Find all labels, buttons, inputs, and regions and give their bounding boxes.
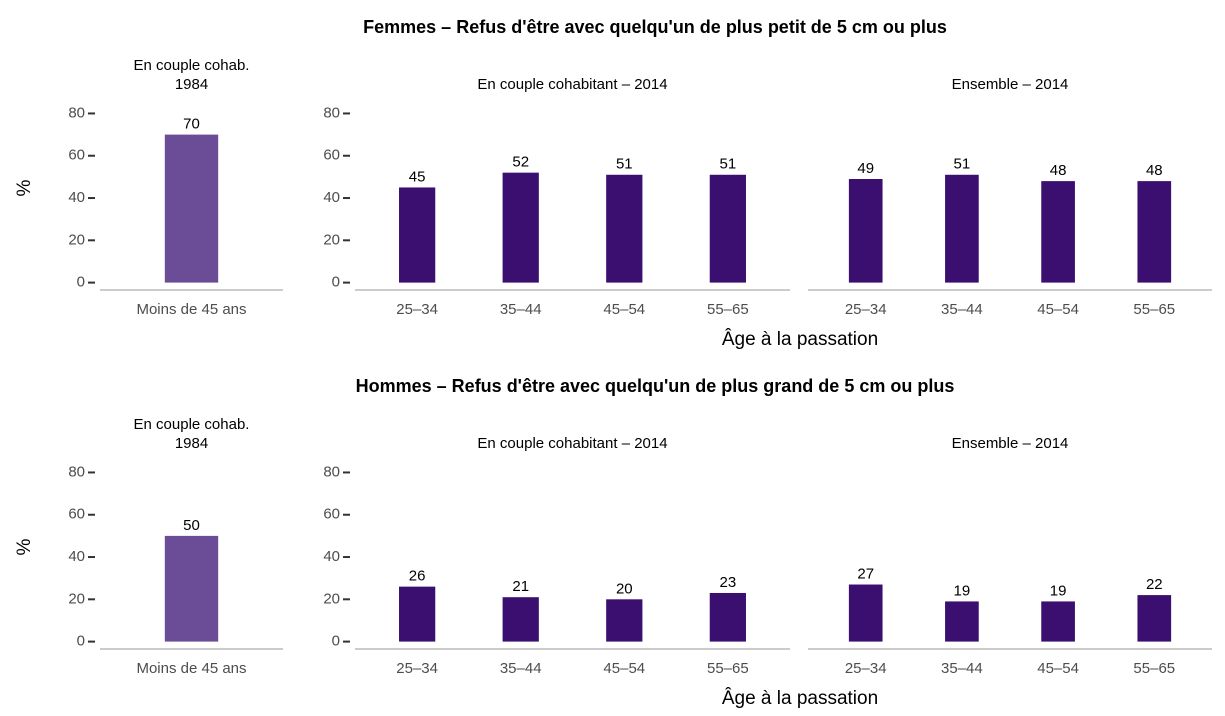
value-label: 50 — [183, 517, 200, 534]
x-tick-label: 25–34 — [396, 301, 438, 318]
x-tick-label: 45–54 — [1037, 660, 1079, 677]
bar — [709, 592, 746, 642]
value-label: 49 — [857, 160, 874, 177]
bar — [1137, 181, 1172, 283]
x-tick-label: 35–44 — [500, 301, 542, 318]
value-label: 70 — [183, 116, 200, 133]
value-label: 51 — [616, 156, 633, 173]
value-label: 27 — [857, 565, 874, 582]
y-tick-label: 20 — [323, 590, 340, 607]
value-label: 20 — [616, 580, 633, 597]
value-label: 21 — [512, 578, 529, 595]
bar — [1041, 601, 1075, 642]
x-axis-label: Âge à la passation — [722, 328, 878, 350]
x-tick-label: 55–65 — [1133, 301, 1175, 318]
y-tick-label: 40 — [323, 548, 340, 565]
bar — [399, 187, 436, 283]
x-tick-label: Moins de 45 ans — [136, 301, 246, 318]
value-label: 19 — [1050, 582, 1067, 599]
value-label: 22 — [1146, 576, 1163, 593]
bar — [502, 172, 539, 283]
panel-title: En couple cohabitant – 2014 — [477, 435, 667, 452]
panel-title: Ensemble – 2014 — [952, 76, 1069, 93]
x-tick-label: Moins de 45 ans — [136, 660, 246, 677]
y-tick-label: 20 — [323, 231, 340, 248]
bar — [945, 174, 979, 283]
y-axis-label: % — [14, 179, 35, 196]
y-tick-label: 80 — [68, 104, 85, 121]
y-tick-label: 60 — [68, 506, 85, 523]
y-tick-label: 0 — [332, 274, 340, 291]
y-tick-label: 40 — [323, 189, 340, 206]
y-tick-label: 60 — [68, 147, 85, 164]
y-tick-label: 40 — [68, 189, 85, 206]
x-tick-label: 55–65 — [1133, 660, 1175, 677]
y-tick-label: 0 — [77, 274, 85, 291]
x-tick-label: 25–34 — [845, 660, 887, 677]
panel-title: En couple cohabitant – 2014 — [477, 76, 667, 93]
bar — [606, 174, 643, 283]
y-tick-label: 60 — [323, 506, 340, 523]
x-axis-label: Âge à la passation — [722, 687, 878, 709]
bar — [606, 599, 643, 642]
x-tick-label: 35–44 — [941, 301, 983, 318]
bar — [1041, 181, 1075, 283]
panel-title: En couple cohab. — [134, 416, 250, 433]
panel-title: En couple cohab. — [134, 57, 250, 74]
value-label: 51 — [720, 156, 737, 173]
x-tick-label: 35–44 — [500, 660, 542, 677]
x-tick-label: 45–54 — [1037, 301, 1079, 318]
figure-title: Femmes – Refus d'être avec quelqu'un de … — [363, 17, 947, 37]
value-label: 23 — [720, 574, 737, 591]
value-label: 26 — [409, 568, 426, 585]
x-tick-label: 25–34 — [396, 660, 438, 677]
x-tick-label: 55–65 — [707, 301, 749, 318]
bar — [164, 535, 219, 642]
value-label: 48 — [1146, 162, 1163, 179]
bar — [848, 584, 883, 642]
value-label: 51 — [954, 156, 971, 173]
figure-title: Hommes – Refus d'être avec quelqu'un de … — [356, 376, 955, 396]
panel-title: 1984 — [175, 435, 208, 452]
y-tick-label: 0 — [77, 633, 85, 650]
y-tick-label: 80 — [323, 104, 340, 121]
y-tick-label: 40 — [68, 548, 85, 565]
bar — [709, 174, 746, 283]
bar — [1137, 595, 1172, 642]
bar — [399, 586, 436, 642]
value-label: 52 — [512, 154, 529, 171]
value-label: 19 — [954, 582, 971, 599]
panel-title: 1984 — [175, 76, 208, 93]
bar — [945, 601, 979, 642]
y-tick-label: 60 — [323, 147, 340, 164]
panel-title: Ensemble – 2014 — [952, 435, 1069, 452]
bar — [848, 179, 883, 283]
y-tick-label: 0 — [332, 633, 340, 650]
bar — [164, 134, 219, 283]
y-tick-label: 20 — [68, 590, 85, 607]
y-tick-label: 20 — [68, 231, 85, 248]
y-axis-label: % — [14, 538, 35, 555]
bar — [502, 597, 539, 642]
x-tick-label: 25–34 — [845, 301, 887, 318]
value-label: 45 — [409, 168, 426, 185]
y-tick-label: 80 — [68, 463, 85, 480]
value-label: 48 — [1050, 162, 1067, 179]
x-tick-label: 45–54 — [603, 301, 645, 318]
y-tick-label: 80 — [323, 463, 340, 480]
x-tick-label: 45–54 — [603, 660, 645, 677]
x-tick-label: 55–65 — [707, 660, 749, 677]
x-tick-label: 35–44 — [941, 660, 983, 677]
